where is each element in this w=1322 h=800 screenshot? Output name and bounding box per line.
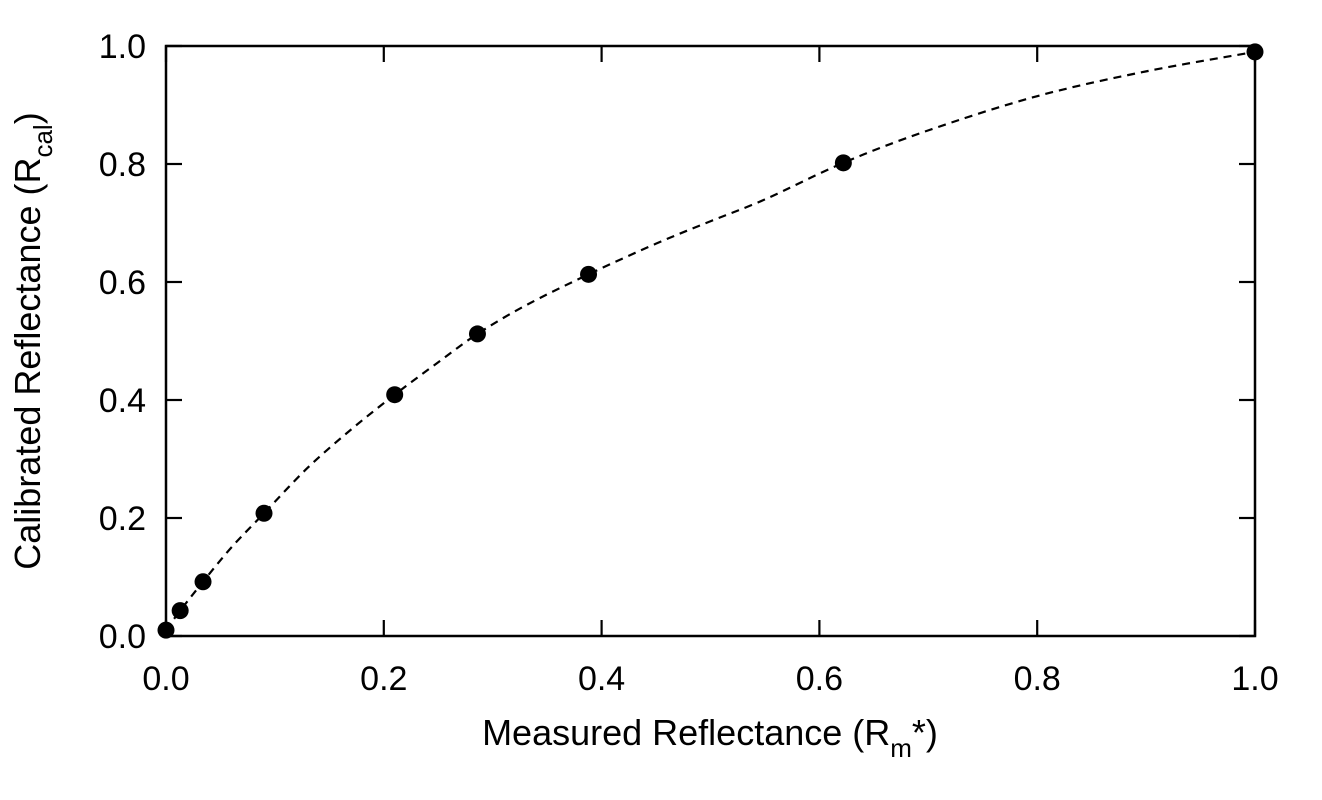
- x-tick-label: 0.0: [142, 660, 189, 698]
- y-tick-label: 0.2: [99, 500, 146, 538]
- data-point: [194, 573, 212, 591]
- x-tick-label: 0.6: [796, 660, 843, 698]
- x-tick-labels: 0.0 0.2 0.4 0.6 0.8 1.0: [142, 660, 1278, 698]
- data-point: [255, 504, 273, 522]
- y-tick-label: 1.0: [99, 28, 146, 66]
- fit-curve: [165, 50, 1256, 631]
- data-points: [157, 43, 1264, 639]
- data-point: [468, 325, 486, 343]
- y-axis-label: Calibrated Reflectance (Rcal): [7, 112, 58, 569]
- x-axis-label: Measured Reflectance (Rm*): [482, 712, 938, 763]
- x-tick-label: 0.8: [1014, 660, 1061, 698]
- plot-frame: [164, 44, 1257, 638]
- y-tick-labels: 0.0 0.2 0.4 0.6 0.8 1.0: [99, 28, 146, 656]
- y-tick-label: 0.6: [99, 264, 146, 302]
- y-tick-label: 0.8: [99, 146, 146, 184]
- data-point: [580, 265, 598, 283]
- y-tick-label: 0.4: [99, 382, 146, 420]
- data-point: [171, 602, 189, 620]
- ticks: [164, 44, 1257, 638]
- x-tick-label: 0.2: [360, 660, 407, 698]
- y-tick-label: 0.0: [99, 618, 146, 656]
- data-point: [386, 386, 404, 404]
- x-tick-label: 1.0: [1231, 660, 1278, 698]
- x-tick-label: 0.4: [578, 660, 625, 698]
- data-point: [834, 154, 852, 172]
